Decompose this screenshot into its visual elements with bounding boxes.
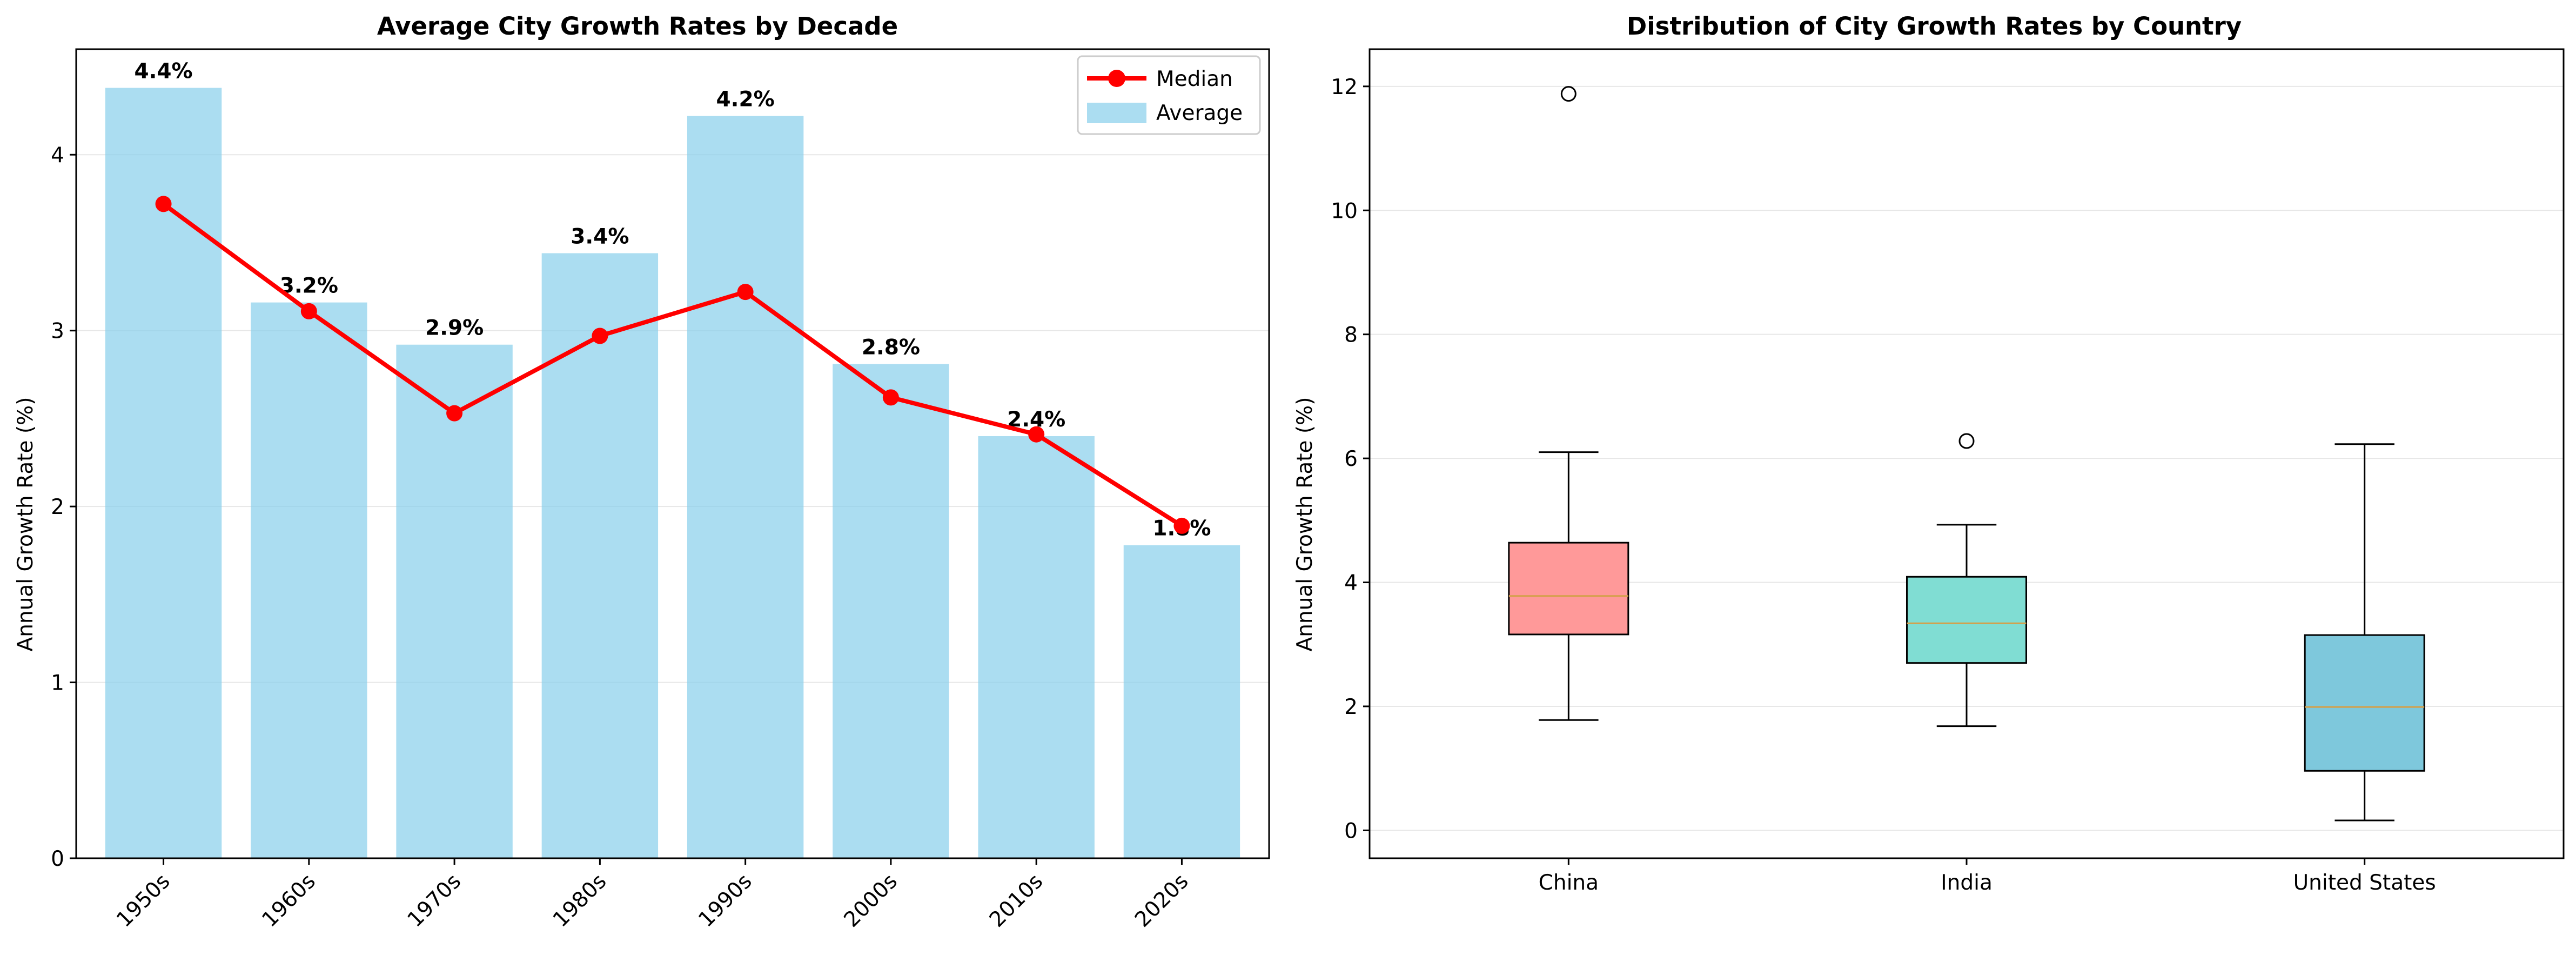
y-tick-label: 12 — [1331, 75, 1358, 99]
bar-2020s — [1123, 545, 1240, 858]
bar-1960s — [251, 302, 367, 858]
x-tick-label-india: India — [1941, 871, 1993, 895]
box-india — [1906, 433, 2027, 727]
legend-median-marker — [1108, 70, 1125, 87]
median-point-1970s — [446, 405, 463, 422]
bar-2000s — [833, 364, 949, 858]
bar-1980s — [541, 253, 659, 858]
legend-average-swatch — [1087, 103, 1146, 123]
y-tick-label: 2 — [51, 495, 64, 519]
median-point-1990s — [737, 284, 754, 300]
bar-label-1960s: 3.2% — [280, 274, 338, 298]
box-united-states — [2304, 443, 2425, 822]
legend-median-label: Median — [1156, 67, 1233, 91]
boxplot-x-ticks: China India United States — [1539, 858, 2436, 895]
x-tick-label-united-states: United States — [2293, 871, 2436, 895]
bar-label-1990s: 4.2% — [716, 88, 775, 112]
decade-chart-bar-labels: 4.4%3.2%2.9%3.4%4.2%2.8%2.4%1.8% — [134, 59, 1211, 541]
decade-chart-plot-frame — [75, 48, 1270, 859]
median-point-2000s — [882, 389, 899, 406]
bar-label-1950s: 4.4% — [134, 59, 192, 84]
y-tick-label: 3 — [51, 319, 64, 344]
y-tick-label: 0 — [1344, 819, 1358, 843]
decade-chart-y-ticks: 0 1 2 3 4 — [51, 143, 76, 871]
decade-chart-bars — [105, 88, 1240, 858]
y-tick-label: 4 — [1344, 571, 1358, 596]
median-line — [162, 202, 1183, 528]
boxplot-title: Distribution of City Growth Rates by Cou… — [1627, 12, 2242, 41]
median-point-2020s — [1173, 517, 1190, 534]
y-tick-label: 4 — [51, 143, 64, 168]
median-point-1950s — [155, 196, 172, 212]
y-tick-label: 1 — [51, 671, 64, 696]
y-tick-label: 10 — [1331, 199, 1358, 223]
bar-label-2000s: 2.8% — [862, 336, 920, 360]
bar-label-1970s: 2.9% — [425, 316, 484, 340]
y-tick-label: 2 — [1344, 695, 1358, 719]
x-tick-label-china: China — [1539, 871, 1599, 895]
y-tick-label: 8 — [1344, 323, 1358, 348]
bar-2010s — [978, 436, 1095, 858]
decade-chart: Average City Growth Rates by Decade Annu… — [14, 12, 1270, 932]
outlier-point — [1958, 433, 1975, 449]
median-points — [155, 196, 1190, 534]
legend-average-label: Average — [1156, 101, 1243, 125]
box-iqr — [1906, 576, 2027, 664]
median-point-1960s — [300, 303, 317, 319]
boxplot-y-ticks: 0 2 4 6 8 10 12 — [1331, 75, 1370, 843]
decade-chart-title: Average City Growth Rates by Decade — [377, 12, 898, 41]
box-iqr — [2304, 634, 2425, 772]
y-tick-label: 6 — [1344, 447, 1358, 471]
y-tick-label: 0 — [51, 847, 64, 871]
country-boxplot: Distribution of City Growth Rates by Cou… — [1293, 12, 2565, 895]
boxplot-boxes — [1508, 86, 2425, 822]
decade-chart-legend: Median Average — [1077, 55, 1261, 135]
bar-label-1980s: 3.4% — [571, 225, 629, 249]
decade-chart-ylabel: Annual Growth Rate (%) — [14, 397, 38, 652]
bar-1990s — [687, 116, 804, 858]
outlier-point — [1560, 86, 1577, 102]
median-point-2010s — [1028, 426, 1045, 443]
median-point-1980s — [592, 328, 608, 344]
box-china — [1508, 86, 1629, 721]
box-iqr — [1508, 542, 1629, 636]
bar-1970s — [396, 344, 513, 858]
boxplot-ylabel: Annual Growth Rate (%) — [1293, 397, 1317, 652]
bar-1950s — [105, 88, 222, 858]
